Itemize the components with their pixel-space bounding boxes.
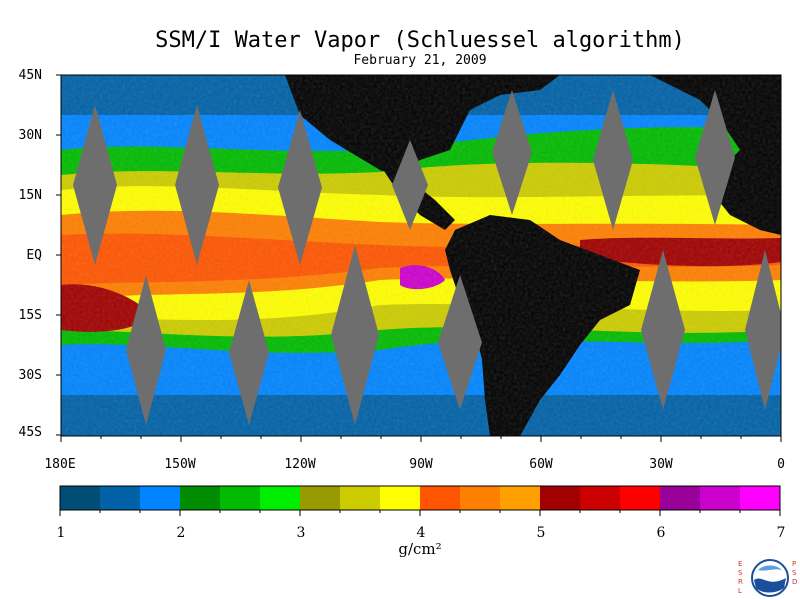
lon-label-60w: 60W <box>529 457 553 472</box>
missing-swath <box>593 90 633 230</box>
missing-swath <box>175 105 219 265</box>
colorbar-label-7: 7 <box>776 525 786 541</box>
colorbar-swatch <box>180 486 221 510</box>
colorbar-swatch <box>220 486 261 510</box>
missing-swath <box>492 90 532 215</box>
lat-label-15n: 15N <box>18 188 42 203</box>
colorbar-swatch <box>260 486 301 510</box>
lon-label-30w: 30W <box>649 457 673 472</box>
missing-data-swaths <box>73 90 781 425</box>
colorbar-units: g/cm² <box>398 540 442 558</box>
lon-label-180e: 180E <box>44 457 76 472</box>
colorbar-swatch <box>580 486 621 510</box>
colorbar-swatch <box>620 486 661 510</box>
lat-label-eq: EQ <box>26 248 42 263</box>
colorbar-swatch <box>660 486 701 510</box>
colorbar-swatch <box>500 486 541 510</box>
colorbar-swatch <box>300 486 341 510</box>
lon-label-90w: 90W <box>409 457 433 472</box>
missing-swath <box>641 250 685 410</box>
colorbar-label-6: 6 <box>656 525 666 541</box>
colorbar-swatch <box>540 486 581 510</box>
missing-swath <box>331 245 379 425</box>
colorbar <box>59 485 781 516</box>
missing-swath <box>73 105 117 265</box>
colorbar-swatch <box>340 486 381 510</box>
colorbar-label-5: 5 <box>536 525 546 541</box>
missing-swath <box>745 250 781 410</box>
colorbar-swatch <box>100 486 141 510</box>
lat-label-45s: 45S <box>18 425 42 440</box>
colorbar-label-1: 1 <box>56 525 66 541</box>
lon-label-0: 0 <box>777 457 785 472</box>
colorbar-swatch <box>740 486 781 510</box>
lon-label-120w: 120W <box>284 457 316 472</box>
colorbar-label-4: 4 <box>416 525 426 541</box>
colorbar-swatch <box>460 486 501 510</box>
colorbar-label-3: 3 <box>296 525 306 541</box>
noaa-emblem-icon <box>751 559 789 597</box>
colorbar-swatch <box>60 486 101 510</box>
missing-swath <box>392 140 428 230</box>
colorbar-swatch <box>420 486 461 510</box>
missing-swath <box>278 110 322 265</box>
lon-label-150w: 150W <box>164 457 196 472</box>
missing-swath <box>695 90 735 225</box>
colorbar-swatch <box>700 486 741 510</box>
lat-label-30n: 30N <box>18 128 42 143</box>
colorbar-swatch <box>380 486 421 510</box>
map-title: SSM/I Water Vapor (Schluessel algorithm) <box>155 28 685 53</box>
lat-label-45n: 45N <box>18 68 42 83</box>
missing-swath <box>438 275 482 410</box>
latitude-tick-marks <box>56 74 61 436</box>
colorbar-label-2: 2 <box>176 525 186 541</box>
colorbar-swatch <box>140 486 181 510</box>
missing-swath <box>126 275 166 425</box>
lat-label-15s: 15S <box>18 308 42 323</box>
missing-swath <box>229 280 269 425</box>
lat-label-30s: 30S <box>18 368 42 383</box>
longitude-tick-marks <box>60 436 782 442</box>
map-date: February 21, 2009 <box>353 53 487 68</box>
